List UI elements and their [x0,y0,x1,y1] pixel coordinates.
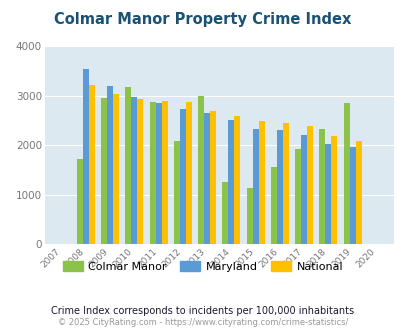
Bar [282,123,288,244]
Bar [198,96,204,244]
Bar [137,99,143,244]
Bar [258,121,264,244]
Bar [252,129,258,244]
Bar [355,141,361,244]
Bar [179,109,185,244]
Bar [318,129,324,244]
Text: © 2025 CityRating.com - https://www.cityrating.com/crime-statistics/: © 2025 CityRating.com - https://www.city… [58,318,347,327]
Bar [173,141,179,244]
Bar [77,159,83,244]
Bar [330,136,337,244]
Bar [349,147,355,244]
Bar [125,87,131,244]
Bar [185,102,192,244]
Bar [204,113,210,244]
Bar [155,103,161,244]
Bar [83,69,89,244]
Bar [89,85,95,244]
Bar [228,120,234,244]
Legend: Colmar Manor, Maryland, National: Colmar Manor, Maryland, National [58,257,347,277]
Bar [294,149,301,244]
Bar [246,188,252,244]
Bar [301,135,306,244]
Bar [306,126,312,244]
Text: Colmar Manor Property Crime Index: Colmar Manor Property Crime Index [54,12,351,26]
Bar [324,144,330,244]
Bar [113,94,119,244]
Bar [234,116,240,244]
Bar [161,101,167,244]
Text: Crime Index corresponds to incidents per 100,000 inhabitants: Crime Index corresponds to incidents per… [51,306,354,316]
Bar [343,103,349,244]
Bar [270,167,276,244]
Bar [107,86,113,244]
Bar [222,182,228,244]
Bar [276,130,282,244]
Bar [101,98,107,244]
Bar [149,102,155,244]
Bar [131,97,137,244]
Bar [210,111,216,244]
